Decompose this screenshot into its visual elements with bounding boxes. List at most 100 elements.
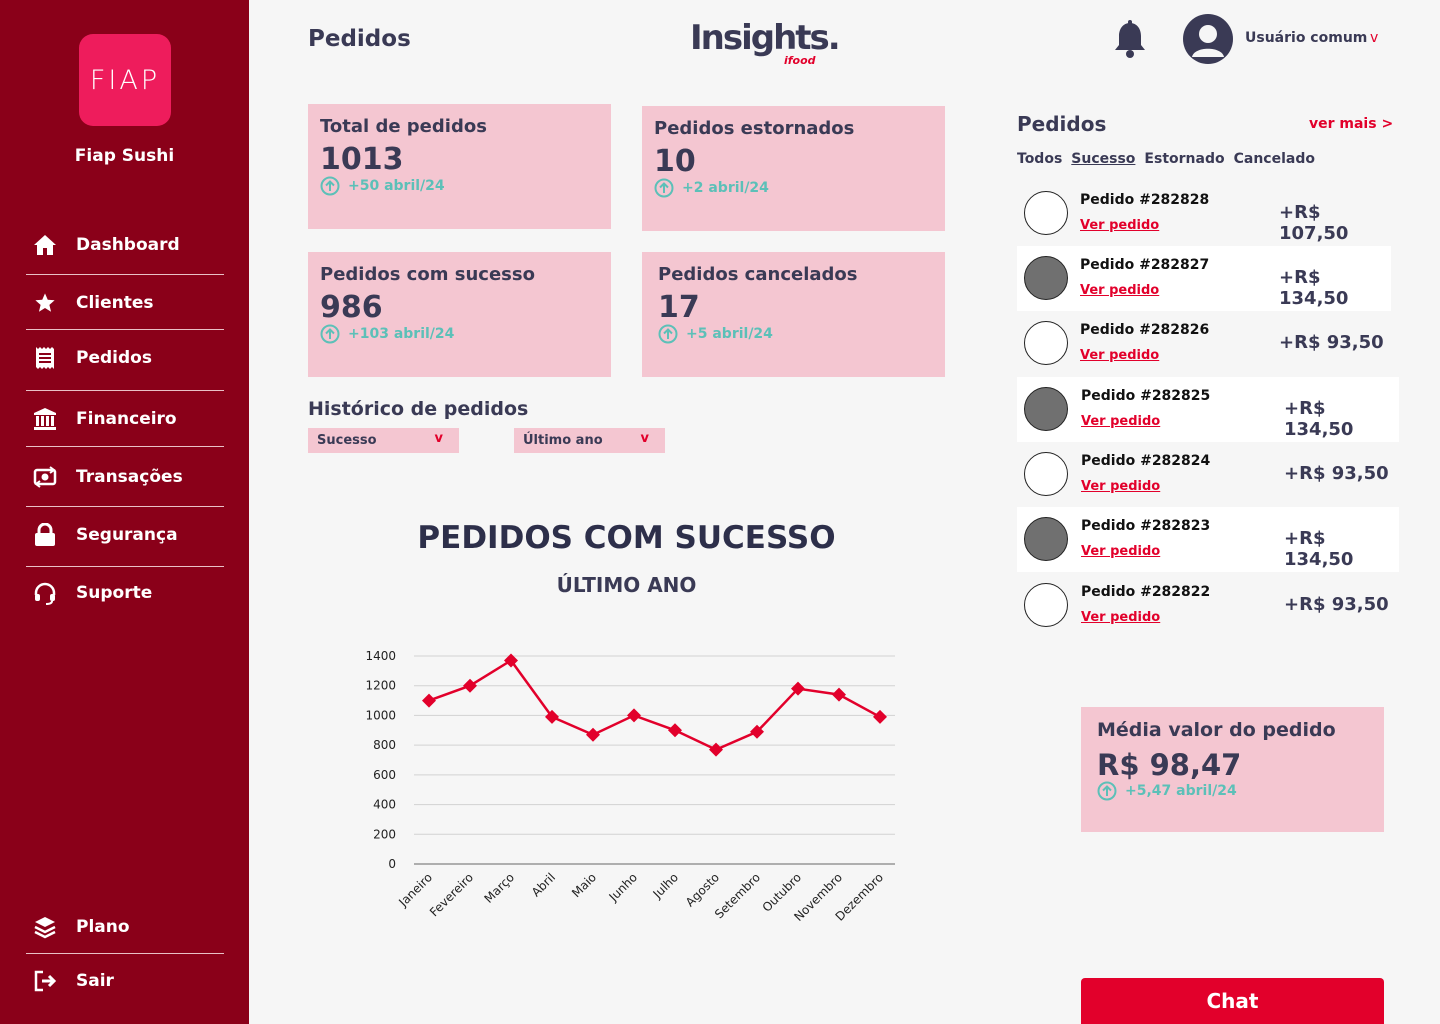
average-trend: +5,47 abril/24 (1097, 781, 1368, 801)
order-row[interactable]: Pedido #282827 Ver pedido +R$ 134,50 (1017, 246, 1391, 311)
chevron-down-icon[interactable]: v (1370, 30, 1379, 46)
stat-value: 10 (654, 144, 696, 179)
x-tick-label: Junho (606, 870, 640, 904)
order-amount: +R$ 93,50 (1284, 594, 1389, 615)
order-amount: +R$ 134,50 (1279, 267, 1349, 309)
order-id: Pedido #282826 (1080, 322, 1210, 338)
y-tick-label: 600 (373, 768, 396, 782)
stat-value: 17 (658, 290, 700, 325)
order-amount: +R$ 93,50 (1284, 463, 1389, 484)
order-amount: +R$ 134,50 (1284, 398, 1354, 440)
view-order-link[interactable]: Ver pedido (1081, 544, 1161, 559)
filter-sucesso[interactable]: Sucesso (1071, 151, 1136, 167)
user-name[interactable]: Usuário comum (1245, 30, 1368, 46)
sidebar-item-seguranca[interactable]: Segurança (26, 513, 224, 557)
sidebar-item-label: Clientes (76, 293, 154, 313)
chart-title: PEDIDOS COM SUCESSO (417, 520, 836, 556)
sidebar-item-label: Financeiro (76, 409, 177, 429)
arrow-up-circle-icon (654, 178, 674, 198)
divider (26, 446, 224, 447)
sidebar-item-plano[interactable]: Plano (26, 905, 224, 949)
data-point (627, 708, 641, 723)
y-tick-label: 1000 (365, 708, 396, 722)
stat-value: 986 (320, 290, 383, 325)
headset-icon (32, 580, 58, 606)
order-thumbnail (1024, 191, 1068, 235)
divider (26, 329, 224, 330)
avatar[interactable] (1183, 14, 1233, 64)
divider (26, 566, 224, 567)
filter-cancelado[interactable]: Cancelado (1233, 151, 1315, 167)
order-filters: Todos Sucesso Estornado Cancelado (1017, 151, 1324, 167)
filter-estornado[interactable]: Estornado (1144, 151, 1225, 167)
sidebar-item-financeiro[interactable]: Financeiro (26, 397, 224, 441)
sidebar-item-sair[interactable]: Sair (26, 959, 224, 1003)
sidebar-item-transacoes[interactable]: Transações (26, 455, 224, 499)
y-tick-label: 200 (373, 827, 396, 841)
chevron-down-icon: v (640, 431, 649, 446)
notification-bell-icon[interactable] (1112, 20, 1148, 60)
stat-card-cancelados: Pedidos cancelados 17 +5 abril/24 (642, 252, 945, 377)
data-point (709, 742, 723, 757)
sidebar-item-dashboard[interactable]: Dashboard (26, 223, 224, 267)
y-tick-label: 0 (388, 857, 396, 871)
order-row[interactable]: Pedido #282825 Ver pedido +R$ 134,50 (1017, 377, 1399, 442)
bank-icon (32, 406, 58, 432)
page-title: Pedidos (308, 26, 411, 52)
order-thumbnail (1024, 387, 1068, 431)
data-point (750, 724, 764, 739)
x-tick-label: Julho (650, 870, 681, 901)
view-order-link[interactable]: Ver pedido (1080, 218, 1160, 233)
sidebar-item-label: Transações (76, 467, 183, 487)
order-row[interactable]: Pedido #282824 Ver pedido +R$ 93,50 (1017, 442, 1399, 507)
order-row[interactable]: Pedido #282823 Ver pedido +R$ 134,50 (1017, 507, 1399, 572)
view-order-link[interactable]: Ver pedido (1081, 414, 1161, 429)
order-id: Pedido #282824 (1081, 453, 1211, 469)
y-tick-label: 1400 (365, 649, 396, 663)
chat-button[interactable]: Chat (1081, 978, 1384, 1024)
arrow-up-circle-icon (320, 324, 340, 344)
order-row[interactable]: Pedido #282826 Ver pedido +R$ 93,50 (1017, 311, 1391, 376)
order-amount: +R$ 93,50 (1279, 332, 1384, 353)
order-thumbnail (1024, 321, 1068, 365)
sidebar-item-suporte[interactable]: Suporte (26, 571, 224, 615)
star-icon (32, 290, 58, 316)
sidebar-item-clientes[interactable]: Clientes (26, 281, 224, 325)
stat-trend: +50 abril/24 (320, 176, 599, 196)
sidebar-item-label: Sair (76, 971, 114, 991)
stat-label: Total de pedidos (320, 116, 487, 137)
order-row[interactable]: Pedido #282822 Ver pedido +R$ 93,50 (1017, 573, 1399, 638)
stat-label: Pedidos com sucesso (320, 264, 535, 285)
status-select[interactable]: Sucesso v (308, 428, 459, 453)
lock-icon (32, 522, 58, 548)
see-more-link[interactable]: ver mais > (1309, 116, 1394, 132)
average-value: R$ 98,47 (1097, 748, 1242, 782)
x-tick-label: Janeiro (395, 870, 435, 910)
period-select[interactable]: Último ano v (514, 428, 665, 453)
order-amount: +R$ 134,50 (1284, 528, 1354, 570)
divider (26, 274, 224, 275)
home-icon (32, 232, 58, 258)
sidebar-item-label: Segurança (76, 525, 178, 545)
series-line (428, 658, 881, 751)
order-row[interactable]: Pedido #282828 Ver pedido +R$ 107,50 (1017, 181, 1391, 246)
filter-todos[interactable]: Todos (1017, 151, 1063, 167)
data-point (504, 653, 518, 668)
money-exchange-icon (32, 464, 58, 490)
view-order-link[interactable]: Ver pedido (1081, 479, 1161, 494)
order-id: Pedido #282822 (1081, 584, 1211, 600)
chart-subtitle: ÚLTIMO ANO (556, 573, 697, 597)
sidebar: FIAP Fiap Sushi Dashboard Clientes Pedid… (0, 0, 249, 1024)
sidebar-item-pedidos[interactable]: Pedidos (26, 336, 224, 380)
view-order-link[interactable]: Ver pedido (1081, 610, 1161, 625)
chevron-down-icon: v (434, 431, 443, 446)
average-label: Média valor do pedido (1097, 719, 1336, 741)
arrow-up-circle-icon (320, 176, 340, 196)
order-id: Pedido #282828 (1080, 192, 1210, 208)
order-id: Pedido #282825 (1081, 388, 1211, 404)
divider (26, 390, 224, 391)
data-point (873, 709, 887, 724)
data-point (463, 678, 477, 693)
view-order-link[interactable]: Ver pedido (1080, 348, 1160, 363)
view-order-link[interactable]: Ver pedido (1080, 283, 1160, 298)
